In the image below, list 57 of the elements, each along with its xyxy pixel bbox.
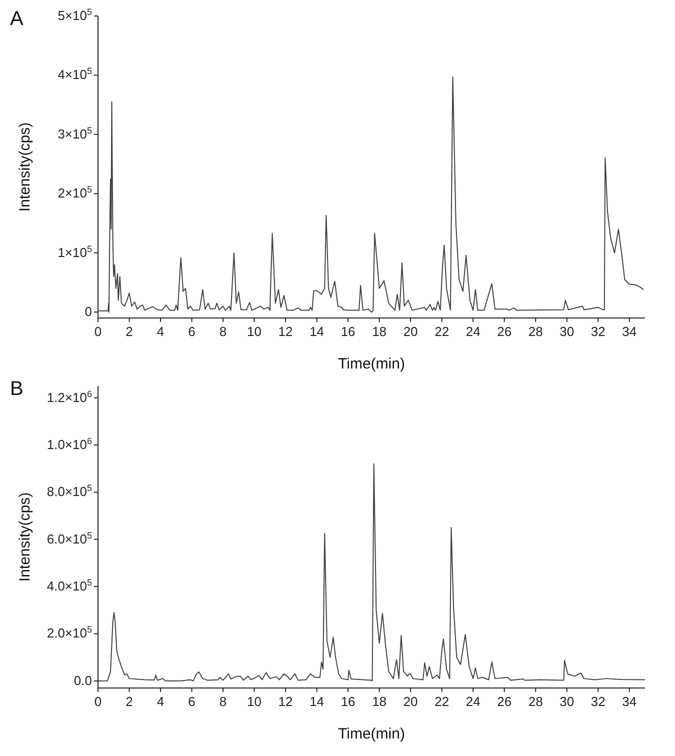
x-tick-label: 10 [247, 324, 262, 339]
x-tick-label: 6 [188, 694, 196, 709]
x-tick-label: 16 [340, 324, 356, 339]
x-tick-label: 8 [219, 324, 227, 339]
y-tick-label: 2.0×10$^{5}$ [46, 624, 92, 641]
x-tick-label: 20 [403, 324, 418, 339]
line-series [98, 76, 644, 313]
x-tick-label: 22 [434, 324, 450, 339]
x-tick-label: 32 [590, 324, 606, 339]
chart-title: A [10, 8, 24, 31]
y-tick-label: 1.0×10$^{6}$ [46, 436, 92, 452]
y-axis-title: Intensity(cps) [16, 492, 34, 582]
x-tick-label: 14 [310, 694, 324, 709]
y-tick-label: 1.2×10$^{6}$ [46, 388, 92, 405]
y-tick-label: 2×10$^{5}$ [58, 184, 92, 201]
x-tick-label: 24 [466, 694, 480, 709]
x-tick-label: 30 [560, 694, 574, 709]
x-tick-label: 16 [340, 694, 356, 709]
x-tick-label: 6 [188, 324, 196, 339]
x-tick-label: 30 [560, 324, 574, 339]
x-tick-label: 26 [497, 694, 512, 709]
x-tick-label: 18 [372, 324, 387, 339]
x-tick-label: 2 [126, 694, 133, 709]
x-axis-title: Time(min) [338, 356, 405, 373]
line-series [98, 463, 645, 682]
x-tick-label: 28 [528, 324, 543, 339]
y-tick-label: 0 [84, 304, 92, 320]
chart-title: B [10, 378, 24, 401]
x-tick-label: 12 [278, 694, 293, 709]
y-tick-label: 6.0×10$^{5}$ [46, 530, 92, 546]
x-tick-label: 32 [590, 694, 606, 709]
x-tick-label: 8 [219, 694, 227, 709]
x-tick-label: 22 [434, 694, 450, 709]
y-tick-label: 4×10$^{5}$ [58, 66, 92, 82]
x-axis-title: Time(min) [338, 726, 405, 743]
x-tick-label: 20 [403, 694, 418, 709]
x-tick-label: 24 [466, 324, 480, 339]
x-tick-label: 0 [94, 324, 102, 339]
y-tick-label: 5×10$^{5}$ [58, 7, 92, 23]
y-tick-label: 0.0 [74, 672, 92, 688]
y-tick-label: 4.0×10$^{5}$ [46, 578, 92, 594]
x-tick-label: 34 [622, 324, 637, 339]
x-tick-label: 4 [156, 324, 164, 339]
x-tick-label: 28 [528, 694, 543, 709]
x-tick-label: 2 [126, 324, 133, 339]
y-tick-label: 1×10$^{5}$ [58, 244, 92, 260]
x-tick-label: 0 [94, 694, 102, 709]
x-tick-label: 4 [156, 694, 164, 709]
x-tick-label: 34 [622, 694, 637, 709]
y-tick-label: 8.0×10$^{5}$ [46, 483, 92, 500]
x-tick-label: 14 [310, 324, 324, 339]
y-axis-title: Intensity(cps) [16, 122, 34, 212]
x-tick-label: 12 [278, 324, 293, 339]
x-tick-label: 10 [247, 694, 262, 709]
x-tick-label: 18 [372, 694, 387, 709]
x-tick-label: 26 [497, 324, 512, 339]
y-tick-label: 3×10$^{5}$ [58, 125, 92, 142]
